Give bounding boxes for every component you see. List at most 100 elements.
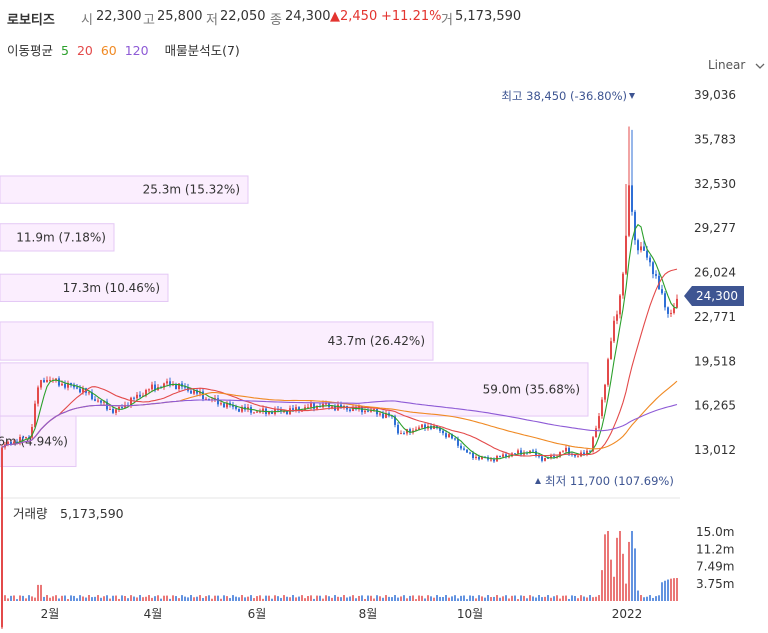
- volume-bar: [358, 595, 360, 601]
- volume-value: 5,173,590: [455, 9, 522, 24]
- volume-profile-label: 8.16m (4.94%): [0, 434, 68, 448]
- volume-bar: [241, 595, 243, 601]
- volume-bar: [325, 595, 327, 601]
- candle-body: [367, 410, 369, 412]
- moving-average-legend[interactable]: 이동평균 5 20 60 120 매물분석도(7): [0, 40, 244, 60]
- volume-bar: [274, 595, 276, 601]
- volume-bar: [529, 595, 531, 601]
- candle-body: [76, 387, 78, 389]
- candle-body: [397, 424, 399, 434]
- candle-body: [202, 391, 204, 399]
- volume-bar: [355, 598, 357, 601]
- volume-bar: [664, 580, 666, 601]
- volume-bar: [493, 596, 495, 601]
- candle-body: [589, 450, 591, 452]
- x-tick-label: 10월: [457, 607, 483, 621]
- volume-bar: [97, 595, 99, 601]
- volume-bar: [613, 576, 615, 601]
- volume-bar: [181, 595, 183, 601]
- volume-bar: [568, 598, 570, 601]
- open-value: 22,300: [96, 9, 142, 24]
- volume-bar: [376, 595, 378, 601]
- volume-bar: [577, 598, 579, 601]
- volume-bar: [16, 599, 18, 601]
- candle-body: [28, 437, 30, 439]
- ma-20-label: 20: [76, 43, 93, 58]
- volume-bar: [541, 597, 543, 601]
- volume-total: 5,173,590: [60, 506, 124, 521]
- volume-bar: [319, 595, 321, 601]
- volume-bar: [190, 595, 192, 601]
- candle-body: [586, 450, 588, 455]
- volume-bar: [103, 596, 105, 601]
- volume-bar: [313, 598, 315, 601]
- candle-body: [409, 429, 411, 433]
- candle-body: [535, 451, 537, 456]
- volume-bar: [160, 598, 162, 601]
- volume-bar: [58, 598, 60, 601]
- volume-bar: [508, 598, 510, 601]
- ma-120-line: [1, 399, 678, 448]
- volume-bar: [331, 597, 333, 601]
- y-tick-label: 39,036: [694, 88, 736, 102]
- scale-select[interactable]: Linear: [708, 58, 765, 72]
- candle-body: [112, 408, 114, 413]
- close-value: 24,300: [285, 9, 331, 24]
- volume-bar: [406, 598, 408, 601]
- candle-body: [637, 240, 639, 251]
- volume-bar: [442, 597, 444, 601]
- volume-bar: [487, 595, 489, 601]
- volume-bar: [367, 595, 369, 601]
- candle-body: [646, 250, 648, 258]
- volume-bar: [295, 597, 297, 601]
- volume-bar: [46, 595, 48, 601]
- volume-bar: [349, 596, 351, 601]
- volume-bar: [520, 595, 522, 601]
- volume-bar: [322, 598, 324, 601]
- volume-bar: [454, 595, 456, 601]
- volume-bar: [109, 598, 111, 601]
- candle-body: [340, 404, 342, 407]
- candle-body: [610, 341, 612, 360]
- candle-body: [295, 407, 297, 410]
- candle-body: [136, 394, 138, 399]
- change-percent: +11.21%: [381, 9, 442, 24]
- volume-bar: [43, 596, 45, 601]
- volume-bar: [616, 537, 618, 601]
- candle-body: [595, 428, 597, 438]
- candle-body: [607, 359, 609, 385]
- volume-bar: [238, 597, 240, 601]
- volume-bar: [121, 595, 123, 601]
- candle-body: [331, 406, 333, 408]
- ma-5-line: [1, 223, 678, 460]
- candle-body: [445, 433, 447, 438]
- volume-bar: [208, 595, 210, 601]
- volume-bar: [286, 596, 288, 601]
- volume-bar: [205, 596, 207, 601]
- volume-bar: [433, 597, 435, 601]
- candle-body: [133, 397, 135, 399]
- candle-body: [673, 307, 675, 313]
- candle-body: [601, 399, 603, 417]
- candle-body: [622, 273, 624, 296]
- volume-bar: [502, 596, 504, 601]
- candle-body: [271, 411, 273, 415]
- candle-body: [553, 456, 555, 458]
- volume-bar: [262, 598, 264, 601]
- volume-bar: [82, 596, 84, 601]
- candle-body: [151, 384, 153, 390]
- candle-body: [175, 384, 177, 390]
- volume-bar: [655, 596, 657, 601]
- volume-bar: [436, 595, 438, 601]
- volume-bar: [130, 595, 132, 601]
- volume-bar: [610, 559, 612, 601]
- volume-profile-bar: [0, 175, 249, 204]
- volume-bar: [136, 597, 138, 601]
- candle-body: [205, 398, 207, 400]
- candle-body: [550, 456, 552, 458]
- volume-tick-label: 7.49m: [696, 560, 734, 574]
- candle-body: [472, 452, 474, 459]
- candle-body: [277, 409, 279, 411]
- candle-body: [82, 388, 84, 393]
